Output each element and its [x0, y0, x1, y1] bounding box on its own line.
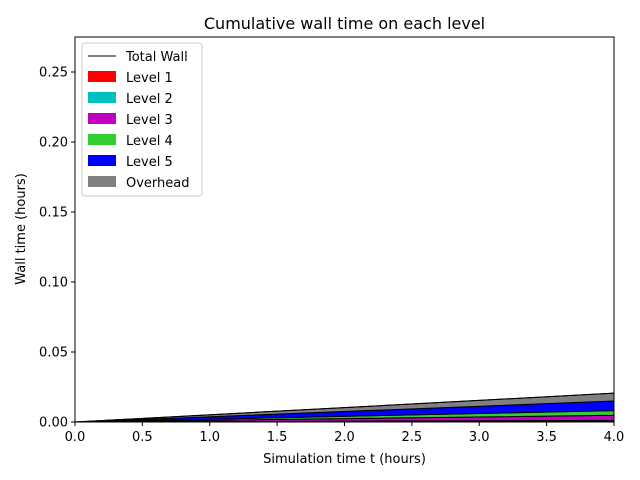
legend-swatch-level-1 [88, 71, 116, 82]
legend-swatch-level-4 [88, 134, 116, 145]
y-tick-label: 0.25 [39, 66, 68, 81]
x-tick-label: 2.5 [402, 430, 423, 445]
x-tick-label: 3.0 [469, 430, 490, 445]
legend-label-level-5: Level 5 [126, 155, 173, 170]
legend-label-level-3: Level 3 [126, 113, 173, 128]
legend-label-level-2: Level 2 [126, 92, 173, 107]
legend-label-overhead: Overhead [126, 176, 190, 191]
legend-swatch-level-5 [88, 155, 116, 166]
y-tick-label: 0.20 [39, 136, 68, 151]
x-tick-label: 4.0 [604, 430, 625, 445]
legend-label-level-1: Level 1 [126, 71, 173, 86]
y-axis-label: Wall time (hours) [14, 173, 29, 285]
legend-swatch-level-3 [88, 113, 116, 124]
legend-swatch-overhead [88, 176, 116, 187]
x-tick-label: 0.5 [132, 430, 153, 445]
x-tick-label: 0.0 [65, 430, 86, 445]
y-tick-label: 0.15 [39, 206, 68, 221]
chart-title: Cumulative wall time on each level [204, 14, 485, 33]
legend-swatch-level-2 [88, 92, 116, 103]
x-tick-label: 1.0 [199, 430, 220, 445]
y-tick-label: 0.00 [39, 416, 68, 431]
y-tick-label: 0.10 [39, 276, 68, 291]
legend-label-level-4: Level 4 [126, 134, 173, 149]
plot-area [74, 392, 615, 423]
x-tick-label: 2.0 [334, 430, 355, 445]
y-tick-label: 0.05 [39, 346, 68, 361]
x-axis-label: Simulation time t (hours) [263, 452, 426, 467]
x-tick-label: 1.5 [267, 430, 288, 445]
legend-label-total-wall: Total Wall [125, 50, 188, 65]
legend: Total Wall Level 1 Level 2 Level 3 Level 4 Le… [81, 42, 203, 197]
total-wall-line [74, 392, 615, 423]
x-tick-label: 3.5 [536, 430, 557, 445]
axes: 0.0 0.5 1.0 1.5 2.0 2.5 3.0 3.5 4.0 0.00 0.05 0.10 0… [39, 36, 625, 445]
